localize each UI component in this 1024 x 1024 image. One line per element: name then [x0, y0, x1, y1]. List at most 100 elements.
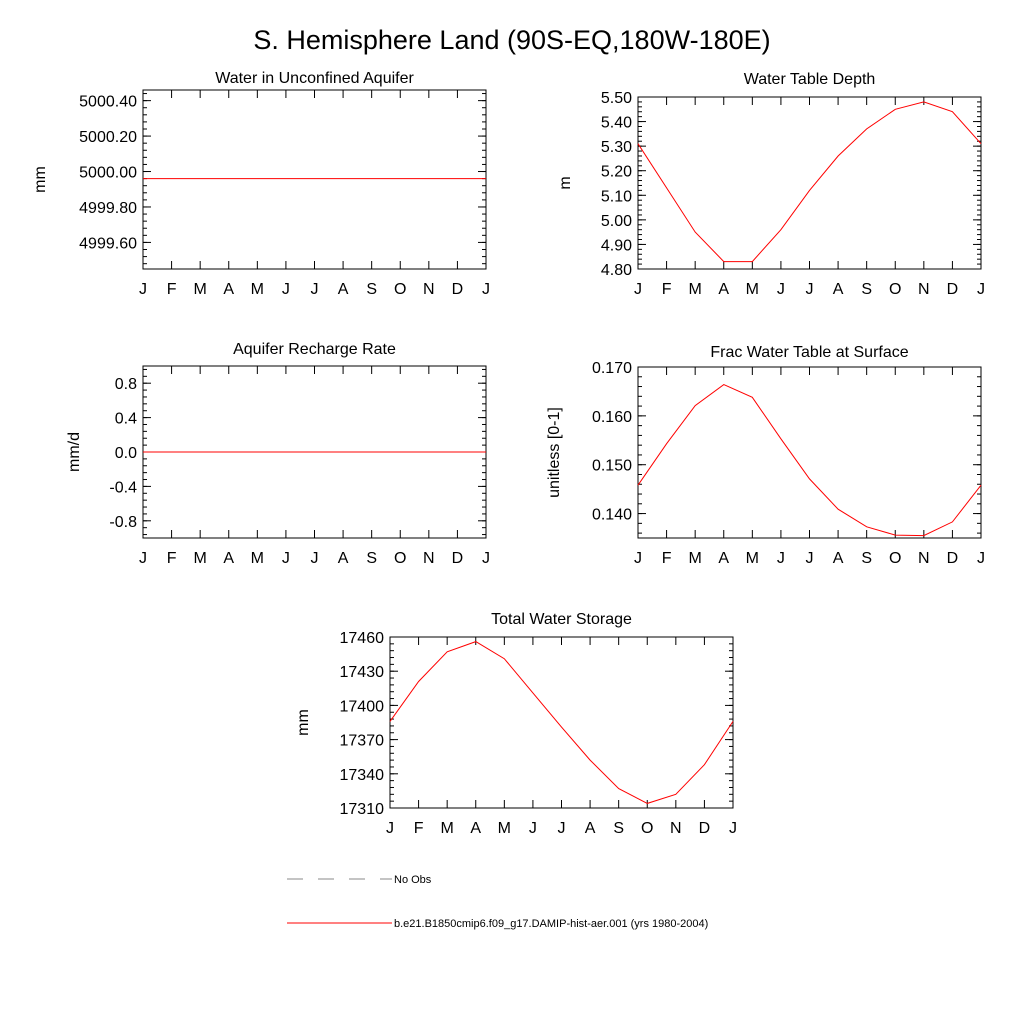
x-tick-label: A [718, 550, 729, 567]
x-tick-label: A [833, 281, 844, 298]
x-tick-label: D [947, 281, 959, 298]
y-tick-label: 17340 [340, 767, 385, 784]
y-axis-label: unitless [0-1] [546, 407, 563, 498]
x-tick-label: O [889, 550, 901, 567]
y-tick-label: -0.8 [109, 514, 137, 531]
x-tick-label: S [861, 281, 872, 298]
y-tick-label: 4.90 [601, 237, 632, 254]
y-tick-label: 0.170 [592, 360, 632, 377]
y-tick-label: 4999.80 [79, 200, 137, 217]
x-tick-label: J [311, 550, 319, 567]
x-tick-label: O [641, 820, 653, 837]
x-tick-label: M [689, 281, 702, 298]
x-tick-label: J [282, 550, 290, 567]
x-tick-label: J [777, 550, 785, 567]
x-tick-label: M [251, 281, 264, 298]
y-tick-label: 17400 [340, 698, 385, 715]
chart-title: Aquifer Recharge Rate [233, 341, 396, 358]
x-tick-label: A [833, 550, 844, 567]
x-tick-label: A [470, 820, 481, 837]
x-tick-label: F [167, 281, 177, 298]
series-line [389, 641, 734, 804]
chart-title: Water Table Depth [744, 71, 876, 88]
y-tick-label: 5.30 [601, 139, 632, 156]
x-tick-label: J [482, 281, 490, 298]
x-tick-label: J [529, 820, 537, 837]
x-tick-label: F [414, 820, 424, 837]
x-tick-label: J [282, 281, 290, 298]
x-tick-label: J [806, 550, 814, 567]
legend-model-label: b.e21.B1850cmip6.f09_g17.DAMIP-hist-aer.… [394, 918, 708, 930]
x-tick-label: O [394, 281, 406, 298]
y-tick-label: 0.160 [592, 409, 632, 426]
y-axis-label: m [557, 176, 574, 189]
figure-title: S. Hemisphere Land (90S-EQ,180W-180E) [253, 25, 770, 55]
x-tick-label: J [729, 820, 737, 837]
x-tick-label: M [746, 550, 759, 567]
x-tick-label: S [366, 281, 377, 298]
y-tick-label: 17460 [340, 630, 385, 647]
y-tick-label: 0.150 [592, 458, 632, 475]
x-tick-label: J [482, 550, 490, 567]
x-tick-label: J [977, 281, 985, 298]
legend: No Obs b.e21.B1850cmip6.f09_g17.DAMIP-hi… [287, 874, 708, 930]
y-tick-label: 0.4 [115, 411, 137, 428]
x-tick-label: J [634, 550, 642, 567]
chart-title: Water in Unconfined Aquifer [215, 70, 414, 87]
x-tick-label: J [139, 281, 147, 298]
x-tick-label: N [423, 281, 435, 298]
x-tick-label: J [634, 281, 642, 298]
x-tick-label: A [338, 281, 349, 298]
x-tick-label: S [613, 820, 624, 837]
legend-no-obs-label: No Obs [394, 874, 432, 886]
x-tick-label: J [777, 281, 785, 298]
x-tick-label: A [223, 550, 234, 567]
x-tick-label: O [394, 550, 406, 567]
y-tick-label: 5000.40 [79, 94, 137, 111]
x-tick-label: D [452, 550, 464, 567]
y-axis-label: mm [295, 709, 312, 736]
y-tick-label: -0.4 [109, 479, 137, 496]
x-tick-label: M [194, 550, 207, 567]
x-tick-label: M [441, 820, 454, 837]
y-axis-label: mm [32, 166, 49, 193]
x-tick-label: A [585, 820, 596, 837]
series-line [637, 101, 982, 263]
x-tick-label: J [386, 820, 394, 837]
plot-frame [142, 89, 487, 270]
y-tick-label: 0.0 [115, 445, 137, 462]
y-tick-label: 17370 [340, 733, 385, 750]
x-tick-label: N [918, 550, 930, 567]
x-tick-label: A [718, 281, 729, 298]
y-tick-label: 5.00 [601, 213, 632, 230]
x-tick-label: A [338, 550, 349, 567]
chart-title: Total Water Storage [491, 611, 632, 628]
x-tick-label: M [689, 550, 702, 567]
x-tick-label: M [746, 281, 759, 298]
x-tick-label: S [366, 550, 377, 567]
x-tick-label: F [662, 550, 672, 567]
y-tick-label: 5.10 [601, 188, 632, 205]
y-tick-label: 5000.00 [79, 165, 137, 182]
plot-frame [637, 96, 982, 270]
x-tick-label: M [251, 550, 264, 567]
x-tick-label: N [423, 550, 435, 567]
y-tick-label: 0.140 [592, 507, 632, 524]
plot-frame [637, 366, 982, 539]
x-tick-label: F [662, 281, 672, 298]
x-tick-label: N [670, 820, 682, 837]
y-tick-label: 4.80 [601, 262, 632, 279]
x-tick-label: M [194, 281, 207, 298]
x-tick-label: J [806, 281, 814, 298]
y-tick-label: 17310 [340, 801, 385, 818]
plot-frame [389, 636, 734, 809]
y-tick-label: 17430 [340, 664, 385, 681]
y-tick-label: 5.20 [601, 164, 632, 181]
